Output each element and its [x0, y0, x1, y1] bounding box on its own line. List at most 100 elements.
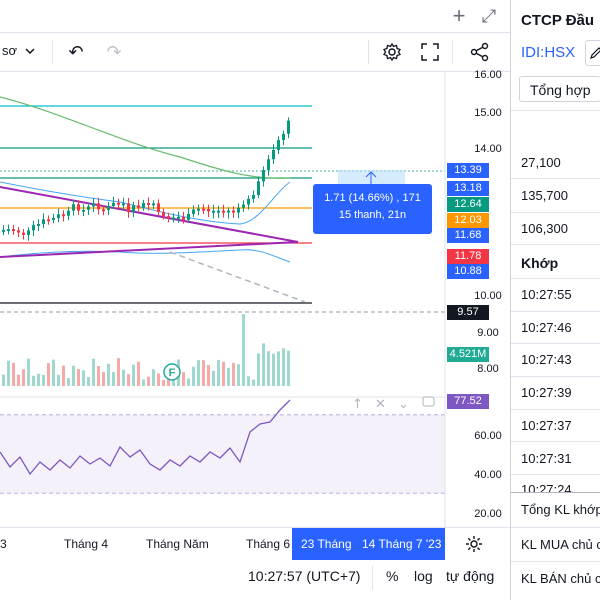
- candle-body: [232, 210, 235, 213]
- volume-bar: [7, 360, 10, 386]
- panel-divider: [511, 527, 600, 528]
- indicator-dropdown[interactable]: sơ: [2, 43, 35, 58]
- candle-body: [172, 217, 175, 220]
- panel-divider: [511, 474, 600, 475]
- settings-gear-icon[interactable]: [378, 38, 406, 66]
- trade-time: 10:27:24: [521, 482, 572, 492]
- fund-marker-icon[interactable]: [163, 363, 181, 381]
- footer-total-volume: Tổng KL khớp: [521, 502, 600, 517]
- candle-body: [242, 204, 245, 208]
- candle-body: [137, 205, 140, 208]
- projection-line: [169, 251, 306, 303]
- toolbar-divider: [452, 40, 453, 64]
- percent-toggle[interactable]: %: [386, 568, 399, 584]
- add-chart-button[interactable]: +: [452, 3, 466, 28]
- volume-bar: [212, 370, 215, 386]
- candle-body: [212, 210, 215, 213]
- candle-body: [187, 213, 190, 220]
- volume-bar: [182, 372, 185, 386]
- panel-divider: [511, 376, 600, 377]
- stat-value: 135,700: [521, 188, 568, 203]
- volume-bar: [227, 367, 230, 386]
- fullscreen-icon[interactable]: [416, 38, 444, 66]
- candle-body: [162, 212, 165, 217]
- clock-display: 10:27:57 (UTC+7): [248, 568, 361, 584]
- edit-icon[interactable]: [585, 40, 600, 66]
- volume-bar: [242, 314, 245, 386]
- panel-divider: [511, 561, 600, 562]
- price-tag: 4.521M: [447, 347, 489, 362]
- volume-bar: [52, 359, 55, 386]
- candle-body: [12, 229, 15, 232]
- candle-body: [32, 225, 35, 231]
- panel-divider: [511, 278, 600, 279]
- price-chart[interactable]: F ↑ ✕ ⌄: [0, 72, 510, 527]
- trendline-lower: [0, 241, 299, 258]
- panel-divider: [511, 110, 600, 111]
- candle-body: [92, 203, 95, 207]
- trade-time: 10:27:46: [521, 320, 572, 335]
- volume-bar: [87, 377, 90, 386]
- volume-bar: [262, 343, 265, 386]
- candle-body: [107, 206, 110, 211]
- volume-bar: [192, 366, 195, 386]
- volume-bar: [162, 379, 165, 386]
- moving-average-line: [0, 96, 291, 179]
- volume-bar: [107, 363, 110, 386]
- volume-bar: [82, 370, 85, 386]
- price-tag: 77.52: [447, 394, 489, 409]
- price-tag: 12.64: [447, 197, 489, 212]
- volume-bars: [2, 314, 290, 386]
- price-tag: 13.18: [447, 181, 489, 196]
- candle-body: [252, 195, 255, 199]
- candle-body: [127, 203, 130, 212]
- volume-bar: [222, 361, 225, 386]
- volume-bar: [57, 374, 60, 386]
- close-pane-icon[interactable]: ✕: [375, 397, 386, 412]
- volume-bar: [97, 365, 100, 386]
- candle-body: [202, 208, 205, 211]
- candle-body: [82, 209, 85, 212]
- panel-divider: [511, 244, 600, 245]
- candle-body: [222, 210, 225, 213]
- trade-time: 10:27:37: [521, 418, 572, 433]
- time-axis[interactable]: 3 Tháng 4 Tháng Năm Tháng 6 23 Tháng 14 …: [0, 527, 510, 560]
- chart-area[interactable]: F ↑ ✕ ⌄ 16.00 15.00 14.00 10.00 9.00 8.0…: [0, 69, 510, 527]
- redo-button[interactable]: ↷: [106, 41, 122, 62]
- volume-bar: [132, 364, 135, 386]
- chart-settings-icon[interactable]: [460, 530, 488, 558]
- ticker-link[interactable]: IDI:HSX: [521, 44, 576, 61]
- chart-top-bar: + ⤢: [0, 0, 510, 33]
- maximize-pane-icon[interactable]: [422, 396, 435, 407]
- candle-body: [262, 170, 265, 182]
- candle-body: [272, 149, 275, 160]
- candle-body: [207, 209, 210, 212]
- collapse-icon[interactable]: ⌄: [398, 397, 409, 412]
- expand-icon[interactable]: ⤢: [481, 5, 497, 26]
- volume-bar: [272, 353, 275, 386]
- auto-scale-toggle[interactable]: tự động: [446, 568, 495, 584]
- candle-body: [122, 203, 125, 206]
- time-range-end: 14 Tháng 7 '23: [362, 537, 442, 551]
- volume-bar: [22, 369, 25, 386]
- candle-body: [287, 120, 290, 134]
- volume-bar: [187, 378, 190, 386]
- price-tag: 11.68: [447, 228, 489, 243]
- log-toggle[interactable]: log: [414, 568, 433, 584]
- undo-button[interactable]: ↶: [68, 41, 84, 62]
- chevron-down-icon: [25, 47, 35, 54]
- summary-button[interactable]: Tổng hợp: [519, 76, 600, 102]
- price-axis-label: 10.00: [474, 290, 502, 302]
- volume-bar: [32, 375, 35, 386]
- volume-bar: [287, 350, 290, 386]
- volume-bar: [277, 351, 280, 386]
- panel-divider: [511, 343, 600, 344]
- price-axis-label: 8.00: [477, 363, 499, 375]
- move-up-icon[interactable]: ↑: [352, 397, 363, 412]
- panel-divider: [511, 178, 600, 179]
- share-icon[interactable]: [466, 38, 494, 66]
- candle-body: [27, 230, 30, 235]
- candle-body: [87, 206, 90, 210]
- volume-bar: [102, 372, 105, 386]
- candle-body: [42, 219, 45, 224]
